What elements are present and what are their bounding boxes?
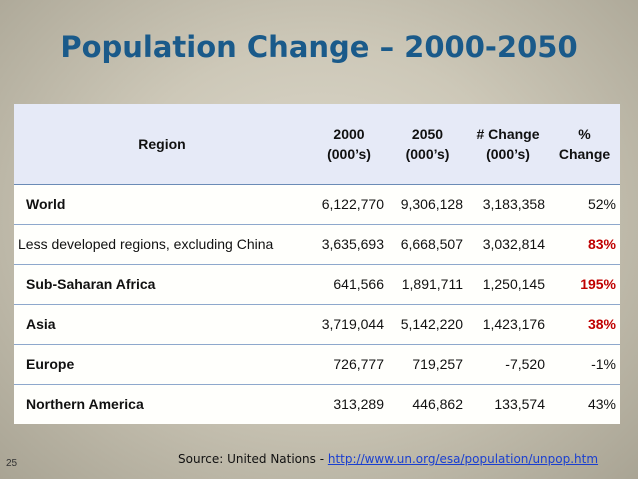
value-2000-cell: 313,289 [310, 383, 388, 424]
source-link[interactable]: http://www.un.org/esa/population/unpop.h… [327, 452, 599, 466]
pct-change-cell: 195% [549, 263, 620, 304]
region-cell: Europe [14, 343, 310, 384]
table-row: Sub-Saharan Africa 641,566 1,891,711 1,2… [14, 263, 620, 304]
region-cell: Asia [14, 303, 310, 344]
header-pct-change: % Change [549, 104, 620, 185]
change-cell: 3,032,814 [467, 223, 549, 264]
pct-change-cell: 83% [549, 223, 620, 264]
table-row: Northern America 313,289 446,862 133,574… [14, 383, 620, 424]
pct-change-cell: 38% [549, 303, 620, 344]
table-header-row: Region 2000 (000’s) 2050 (000’s) # Chang… [14, 104, 620, 185]
change-cell: -7,520 [467, 343, 549, 384]
region-cell: Less developed regions, excluding China [14, 223, 310, 264]
value-2050-cell: 1,891,711 [388, 263, 467, 304]
value-2000-cell: 3,719,044 [310, 303, 388, 344]
region-cell: Sub-Saharan Africa [14, 263, 310, 304]
change-cell: 3,183,358 [482, 196, 545, 212]
value-2050-cell: 446,862 [388, 383, 467, 424]
table-row: Asia 3,719,044 5,142,220 1,423,176 38% [14, 303, 620, 344]
header-region: Region [14, 104, 310, 185]
change-cell: 133,574 [467, 383, 549, 424]
table-row: World 6,122,770 9,306,128 3,183,358 52% [14, 184, 620, 224]
pct-change-cell: 52% [587, 196, 616, 212]
header-change-title: # Change [476, 125, 540, 142]
change-cell: 1,423,176 [467, 303, 549, 344]
value-2000-cell: 3,635,693 [310, 223, 388, 264]
header-2050-unit: (000’s) [405, 145, 450, 162]
source-note: Source: United Nations - http://www.un.o… [178, 452, 598, 466]
slide-number: 25 [6, 458, 18, 469]
value-2000-cell: 726,777 [310, 343, 388, 384]
value-2000-cell: 641,566 [310, 263, 388, 304]
header-2050-year: 2050 [411, 125, 444, 142]
header-pct-symbol: % [578, 125, 591, 142]
header-2000-year: 2000 [333, 125, 365, 142]
value-2050-cell: 5,142,220 [388, 303, 467, 344]
header-pct-title: Change [558, 145, 611, 162]
header-2000: 2000 (000’s) [310, 104, 388, 185]
value-2000-cell: 6,122,770 [321, 196, 384, 212]
population-table: Region 2000 (000’s) 2050 (000’s) # Chang… [14, 104, 620, 424]
header-2000-unit: (000’s) [327, 145, 371, 162]
pct-change-cell: 43% [549, 383, 620, 424]
header-change: # Change (000’s) [467, 104, 549, 185]
header-2050: 2050 (000’s) [388, 104, 467, 185]
region-cell: World [26, 196, 66, 212]
pct-change-cell: -1% [549, 343, 620, 384]
source-label: Source: United Nations - [178, 452, 328, 466]
region-cell: Northern America [14, 383, 310, 424]
header-change-unit: (000’s) [486, 145, 530, 162]
value-2050-cell: 9,306,128 [400, 196, 463, 212]
table-row: Less developed regions, excluding China … [14, 223, 620, 264]
value-2050-cell: 719,257 [388, 343, 467, 384]
change-cell: 1,250,145 [467, 263, 549, 304]
slide-title: Population Change – 2000-2050 [60, 30, 578, 64]
value-2050-cell: 6,668,507 [388, 223, 467, 264]
table-row: Europe 726,777 719,257 -7,520 -1% [14, 343, 620, 384]
